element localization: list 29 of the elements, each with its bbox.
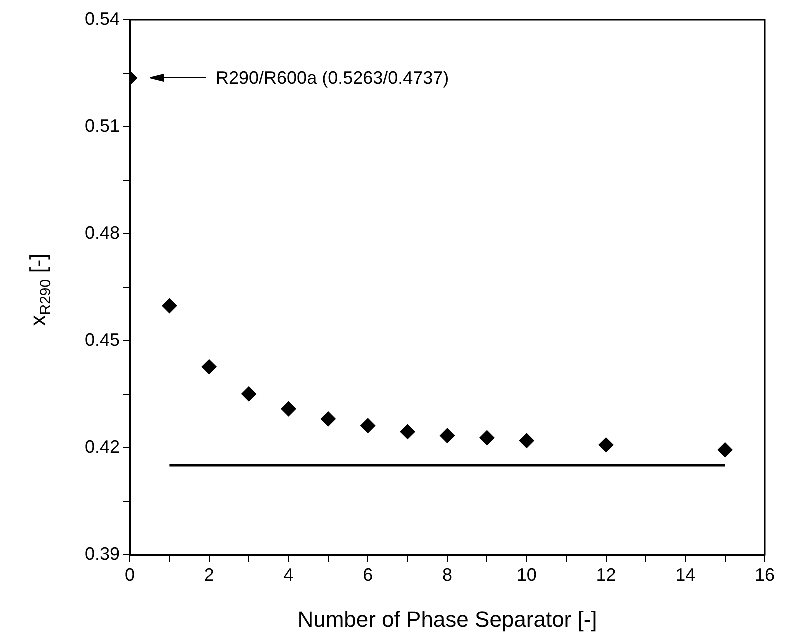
point (440, 428, 455, 444)
point (400, 424, 416, 440)
x-tick-label: 2 (204, 564, 214, 585)
point (718, 442, 733, 458)
point (519, 433, 534, 448)
y-tick-label: 0.45 (84, 330, 120, 350)
point (162, 298, 178, 314)
y-tick-label: 0.48 (84, 222, 120, 243)
y-tick-label: 0.54 (84, 8, 120, 29)
y-tick-label: 0.39 (84, 544, 120, 564)
point (281, 402, 296, 417)
x-tick-label: 8 (442, 564, 453, 585)
y-tick-label: 0.42 (84, 436, 120, 457)
point (480, 430, 495, 446)
x-tick-label: 10 (516, 564, 537, 585)
x-tick-label: 0 (124, 564, 136, 585)
x-tick-label: 6 (363, 564, 374, 585)
point (202, 360, 217, 375)
x-tick-label: 16 (754, 564, 776, 585)
x-tick-label: 14 (676, 564, 696, 585)
point (320, 412, 336, 427)
point (360, 418, 376, 434)
point (242, 386, 257, 402)
x-axis-title: Number of Phase Separator [-] (298, 606, 598, 632)
point (598, 438, 614, 453)
x-tick-label: 12 (596, 564, 616, 585)
annotation: R290/R600a (0.5263/0.4737) (216, 68, 450, 88)
y-tick-label: 0.51 (84, 116, 120, 136)
x-tick-label: 4 (284, 564, 294, 585)
